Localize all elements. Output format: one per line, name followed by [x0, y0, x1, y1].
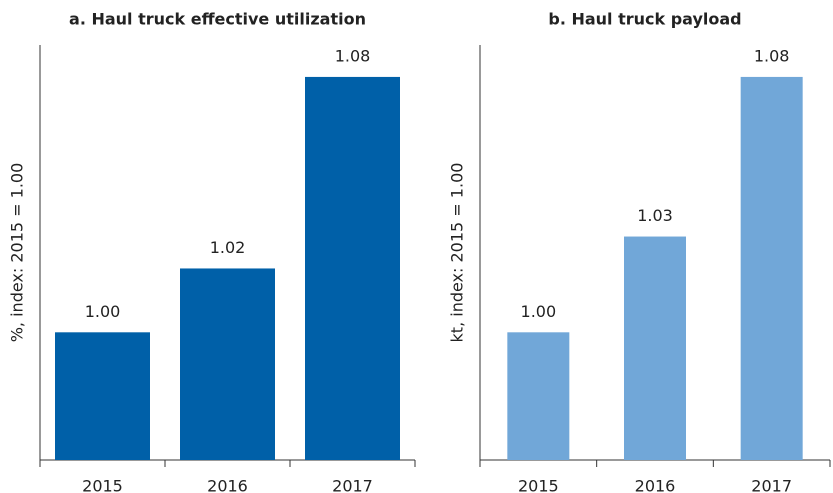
bar: [507, 332, 570, 460]
bar: [180, 268, 275, 460]
chart-title: b. Haul truck payload: [548, 10, 741, 29]
bar: [305, 76, 400, 460]
chart-title: a. Haul truck effective utilization: [69, 10, 366, 29]
bar: [740, 76, 803, 460]
x-tick-label: 2016: [635, 477, 676, 493]
bar: [55, 332, 150, 460]
x-tick-label: 2016: [207, 477, 248, 493]
value-label: 1.02: [210, 238, 246, 257]
value-label: 1.03: [637, 206, 673, 225]
value-label: 1.00: [521, 302, 557, 321]
x-tick-label: 2015: [518, 477, 559, 493]
value-label: 1.00: [85, 302, 121, 321]
x-tick-label: 2015: [82, 477, 123, 493]
x-tick-label: 2017: [332, 477, 373, 493]
bar: [624, 236, 686, 460]
y-axis-label: %, index: 2015 = 1.00: [8, 163, 27, 343]
value-label: 1.08: [335, 46, 371, 65]
x-tick-label: 2017: [751, 477, 792, 493]
y-axis-label: kt, index: 2015 = 1.00: [448, 163, 467, 343]
value-label: 1.08: [754, 46, 790, 65]
